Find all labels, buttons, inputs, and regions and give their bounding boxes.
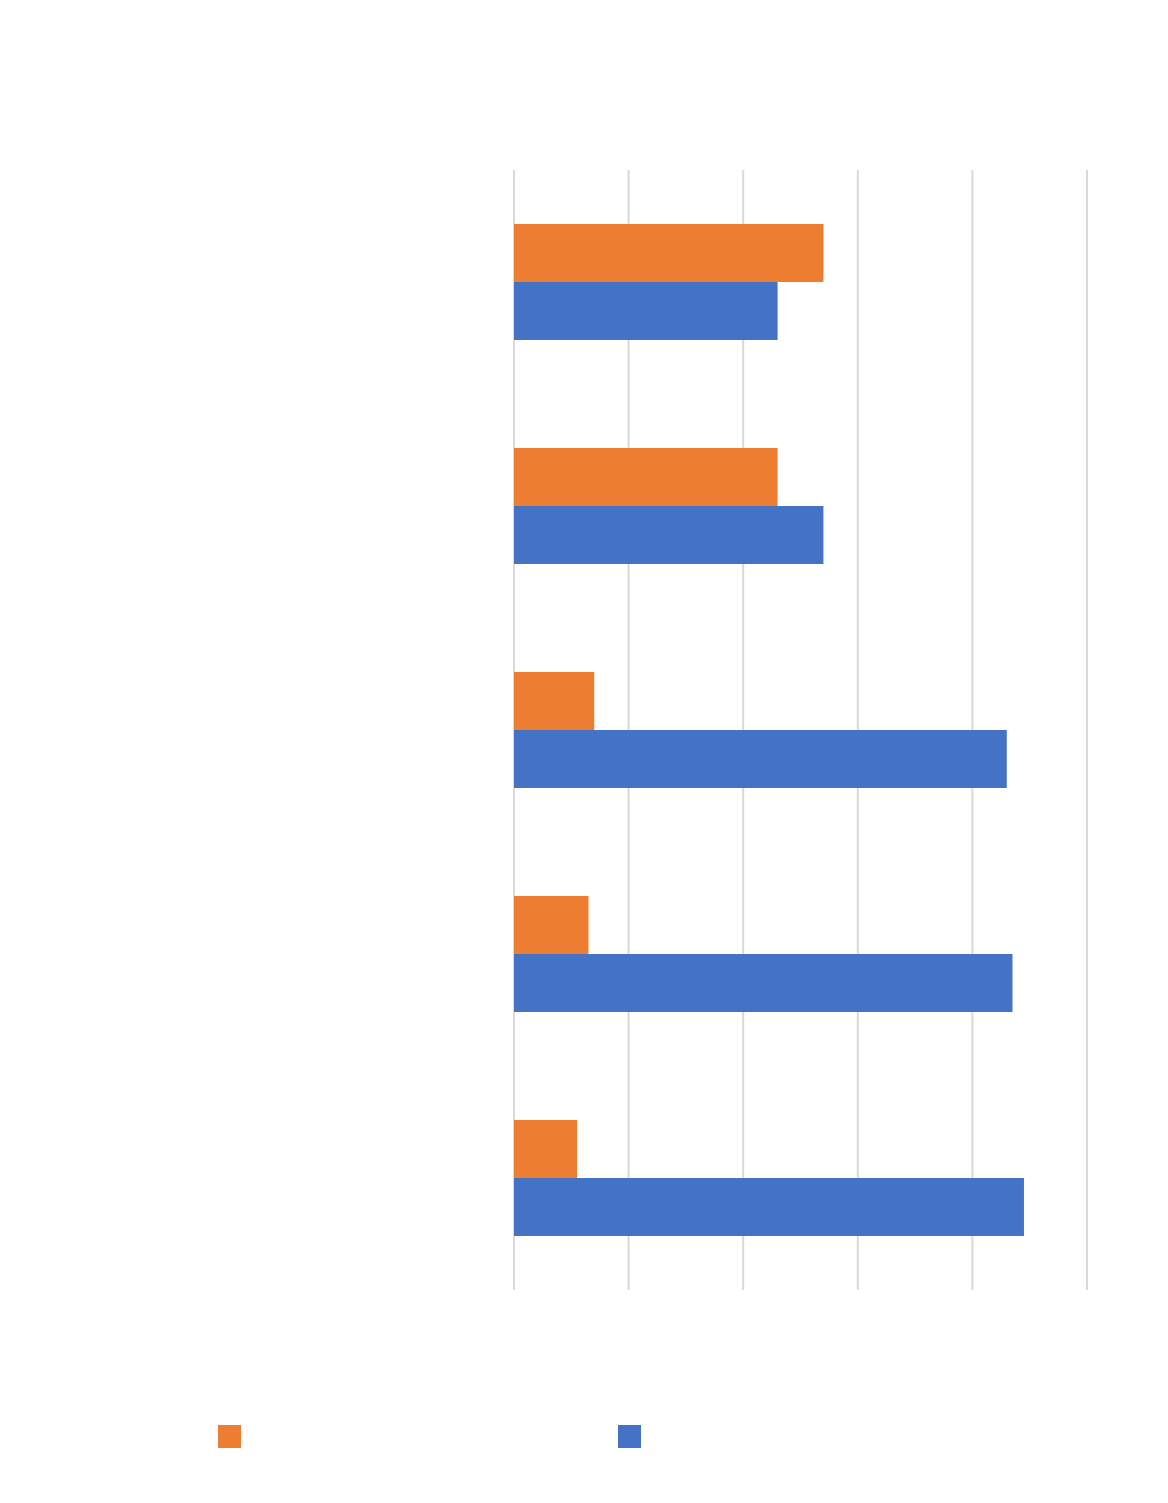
legend [218,1425,641,1448]
bar-series-1-category-4 [514,896,589,954]
bar-series-2-category-5 [514,1178,1024,1236]
bar-series-2-category-3 [514,730,1007,788]
bar-series-1-category-1 [514,224,824,282]
bar-series-2-category-1 [514,282,778,340]
bar-series-2-category-2 [514,506,824,564]
legend-swatch-2 [618,1425,641,1448]
bar-series-1-category-2 [514,448,778,506]
bars [514,224,1024,1236]
bar-series-2-category-4 [514,954,1013,1012]
bar-series-1-category-3 [514,672,595,730]
bar-series-1-category-5 [514,1120,578,1178]
legend-swatch-1 [218,1425,241,1448]
